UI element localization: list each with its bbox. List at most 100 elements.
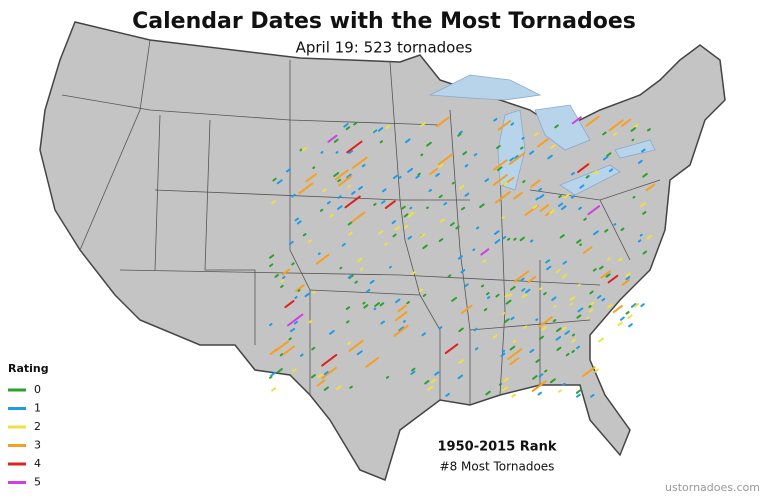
tornado-track bbox=[337, 205, 343, 210]
tornado-track bbox=[458, 359, 464, 364]
tornado-track bbox=[353, 121, 358, 126]
tornado-track bbox=[403, 224, 409, 229]
tornado-track bbox=[628, 323, 633, 328]
tornado-track bbox=[346, 341, 352, 345]
tornado-track bbox=[304, 292, 310, 298]
tornado-track bbox=[269, 263, 274, 268]
legend-label: 2 bbox=[34, 420, 41, 433]
tornado-track bbox=[560, 205, 567, 211]
tornado-track bbox=[346, 140, 363, 154]
tornado-track bbox=[576, 239, 582, 244]
tornado-track bbox=[501, 349, 506, 353]
tornado-track bbox=[435, 116, 450, 128]
subtitle: April 19: 523 tornadoes bbox=[296, 39, 473, 57]
tornado-track bbox=[630, 303, 637, 308]
tornado-track bbox=[301, 147, 307, 152]
tornado-track bbox=[502, 312, 506, 315]
tornado-track bbox=[327, 134, 338, 143]
tornado-track bbox=[556, 346, 562, 351]
tornado-track bbox=[320, 151, 324, 154]
tornado-track bbox=[581, 366, 596, 378]
tornado-track bbox=[522, 180, 526, 184]
tornado-track bbox=[384, 242, 388, 246]
tornado-track bbox=[539, 286, 543, 290]
tornado-track bbox=[637, 239, 642, 243]
tornado-track bbox=[410, 370, 416, 375]
tornado-track bbox=[647, 128, 651, 132]
tornado-track bbox=[570, 195, 576, 199]
tornado-track bbox=[354, 280, 358, 284]
tornado-track bbox=[362, 301, 366, 305]
tornado-track bbox=[538, 194, 545, 199]
tornado-track bbox=[538, 373, 544, 378]
tornado-track bbox=[274, 273, 279, 278]
tornado-track bbox=[426, 206, 429, 210]
tornado-tracks bbox=[269, 115, 656, 398]
tornado-track bbox=[440, 218, 446, 223]
tornado-track bbox=[554, 124, 559, 129]
tornado-track bbox=[457, 133, 462, 137]
tornado-track bbox=[553, 305, 557, 308]
tornado-track bbox=[298, 182, 314, 195]
tornado-track bbox=[605, 273, 610, 278]
tornado-track bbox=[509, 157, 514, 162]
tornado-track bbox=[349, 385, 353, 389]
tornado-track bbox=[630, 127, 637, 132]
tornado-track bbox=[577, 163, 590, 173]
tornado-track bbox=[492, 334, 498, 339]
tornado-track bbox=[509, 345, 516, 351]
tornado-track bbox=[601, 297, 606, 302]
tornado-track bbox=[285, 168, 291, 173]
tornado-track bbox=[295, 284, 305, 292]
tornado-track bbox=[500, 352, 506, 357]
tornado-track bbox=[357, 185, 363, 191]
tornado-track bbox=[438, 163, 444, 168]
tornado-track bbox=[351, 156, 368, 169]
tornado-track bbox=[598, 265, 604, 270]
tornado-track bbox=[505, 299, 512, 305]
tornado-track bbox=[637, 159, 643, 164]
tornado-track bbox=[312, 290, 316, 294]
tornado-track bbox=[613, 223, 617, 226]
tornado-track bbox=[305, 173, 317, 183]
tornado-track bbox=[321, 366, 337, 380]
tornado-track bbox=[485, 292, 490, 296]
tornado-track bbox=[625, 272, 631, 278]
tornado-track bbox=[561, 326, 567, 331]
tornado-track bbox=[556, 327, 562, 333]
tornado-track bbox=[507, 348, 523, 360]
tornado-track bbox=[398, 175, 402, 179]
tornado-track bbox=[511, 393, 517, 398]
tornado-track bbox=[543, 292, 547, 296]
tornado-track bbox=[411, 367, 416, 372]
tornado-track bbox=[274, 340, 289, 353]
tornado-track bbox=[545, 259, 551, 264]
rank-title: 1950-2015 Rank bbox=[438, 440, 557, 455]
tornado-track bbox=[562, 382, 566, 386]
tornado-track bbox=[398, 326, 405, 332]
tornado-track bbox=[485, 390, 491, 396]
tornado-track bbox=[356, 350, 363, 356]
tornado-track bbox=[316, 379, 326, 387]
tornado-track bbox=[378, 230, 384, 235]
tornado-track bbox=[509, 357, 520, 366]
rank-text: #8 Most Tornadoes bbox=[440, 460, 555, 474]
tornado-track bbox=[438, 153, 453, 166]
tornado-track bbox=[575, 389, 582, 394]
tornado-track bbox=[621, 279, 631, 286]
tornado-track bbox=[503, 318, 510, 324]
legend-label: 5 bbox=[34, 476, 41, 489]
tornado-track bbox=[438, 326, 443, 330]
tornado-track bbox=[493, 159, 508, 171]
tornado-track bbox=[438, 194, 443, 199]
tornado-track bbox=[347, 274, 352, 279]
tornado-track bbox=[429, 167, 438, 176]
tornado-track bbox=[464, 164, 469, 168]
tornado-track bbox=[460, 269, 466, 274]
tornado-track bbox=[319, 208, 324, 212]
tornado-track bbox=[537, 138, 549, 148]
tornado-track bbox=[395, 298, 401, 304]
tornado-track bbox=[302, 233, 307, 237]
tornado-track bbox=[270, 371, 276, 377]
